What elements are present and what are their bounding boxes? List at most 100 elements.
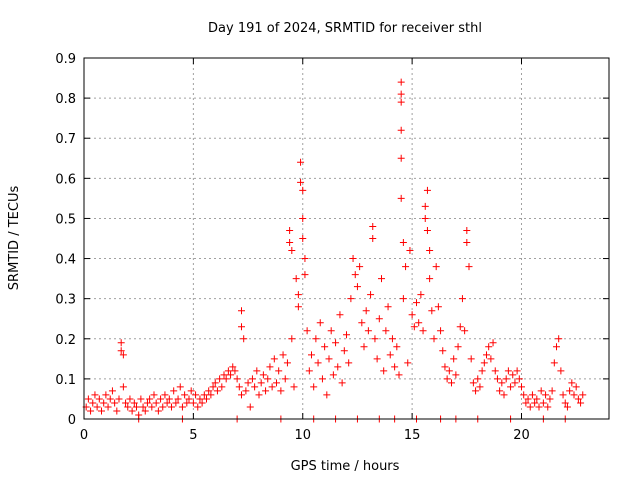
data-point [137, 395, 145, 403]
data-point [458, 295, 466, 303]
data-point [117, 339, 125, 347]
data-point [253, 367, 261, 375]
x-tick-label: 0 [80, 428, 88, 443]
data-point [303, 327, 311, 335]
data-point [513, 367, 521, 375]
data-point [480, 359, 488, 367]
data-point [393, 343, 401, 351]
data-point [474, 375, 482, 383]
data-point [257, 379, 265, 387]
data-point [384, 303, 392, 311]
data-point [216, 375, 224, 383]
data-point [461, 327, 469, 335]
data-point [434, 303, 442, 311]
data-point [443, 375, 451, 383]
data-point [406, 247, 414, 255]
y-tick-label: 0.1 [55, 373, 76, 388]
data-point [579, 391, 587, 399]
data-point [566, 387, 574, 395]
data-point [115, 395, 123, 403]
data-point [463, 226, 471, 234]
x-tick-label: 5 [189, 428, 197, 443]
data-point [292, 275, 300, 283]
data-point [130, 399, 138, 407]
data-point [93, 403, 101, 411]
data-point [318, 375, 326, 383]
data-point [378, 275, 385, 283]
data-point [511, 379, 519, 387]
data-point [432, 263, 440, 271]
x-tick-label: 15 [404, 428, 421, 443]
data-point [143, 399, 151, 407]
data-point [452, 371, 460, 379]
data-point [270, 355, 278, 363]
data-point [498, 379, 506, 387]
data-point [340, 347, 348, 355]
data-point [102, 391, 110, 399]
data-point [478, 367, 486, 375]
data-point [106, 395, 114, 403]
data-point [148, 403, 156, 411]
data-point [294, 291, 302, 299]
data-point [192, 391, 200, 399]
data-point [168, 403, 175, 411]
data-point [242, 387, 250, 395]
x-tick-label: 10 [294, 428, 311, 443]
data-point [544, 403, 552, 411]
data-point [222, 375, 230, 383]
data-point [157, 395, 165, 403]
data-point [336, 311, 344, 319]
data-point [507, 383, 515, 391]
data-point [299, 214, 307, 222]
data-point [408, 311, 416, 319]
data-point [520, 391, 528, 399]
data-point [483, 351, 490, 359]
data-point [391, 363, 399, 371]
data-point [100, 399, 108, 407]
data-point [463, 239, 471, 247]
data-point [399, 295, 407, 303]
data-point [273, 379, 280, 387]
data-point [233, 375, 241, 383]
data-point [323, 391, 331, 399]
data-point [297, 158, 305, 166]
data-point [286, 239, 294, 247]
data-point [203, 395, 210, 403]
data-point [246, 403, 254, 411]
data-point [417, 291, 425, 299]
data-point [428, 307, 436, 315]
data-point [185, 395, 193, 403]
data-point [476, 383, 484, 391]
y-tick-label: 0.2 [55, 333, 76, 348]
data-point [325, 355, 333, 363]
data-point [388, 335, 396, 343]
data-point [397, 154, 405, 162]
data-point [410, 323, 418, 331]
data-point [386, 351, 394, 359]
data-point [128, 407, 136, 415]
data-point [200, 391, 208, 399]
data-point [327, 327, 335, 335]
data-point [397, 90, 405, 98]
data-point [572, 383, 580, 391]
data-point [439, 347, 447, 355]
data-point [316, 319, 324, 327]
data-point [163, 399, 171, 407]
data-point [397, 98, 405, 106]
data-point [421, 214, 429, 222]
data-point [321, 343, 329, 351]
y-axis-label: SRMTID / TECUs [7, 186, 22, 291]
data-point [353, 283, 361, 291]
data-point [559, 391, 567, 399]
data-point [454, 343, 462, 351]
data-point [95, 395, 103, 403]
data-point [126, 395, 134, 403]
data-point [445, 367, 453, 375]
data-point [310, 383, 318, 391]
data-point [522, 399, 530, 407]
data-point [183, 399, 191, 407]
data-points [82, 78, 587, 423]
data-point [382, 327, 390, 335]
data-point [198, 399, 206, 407]
